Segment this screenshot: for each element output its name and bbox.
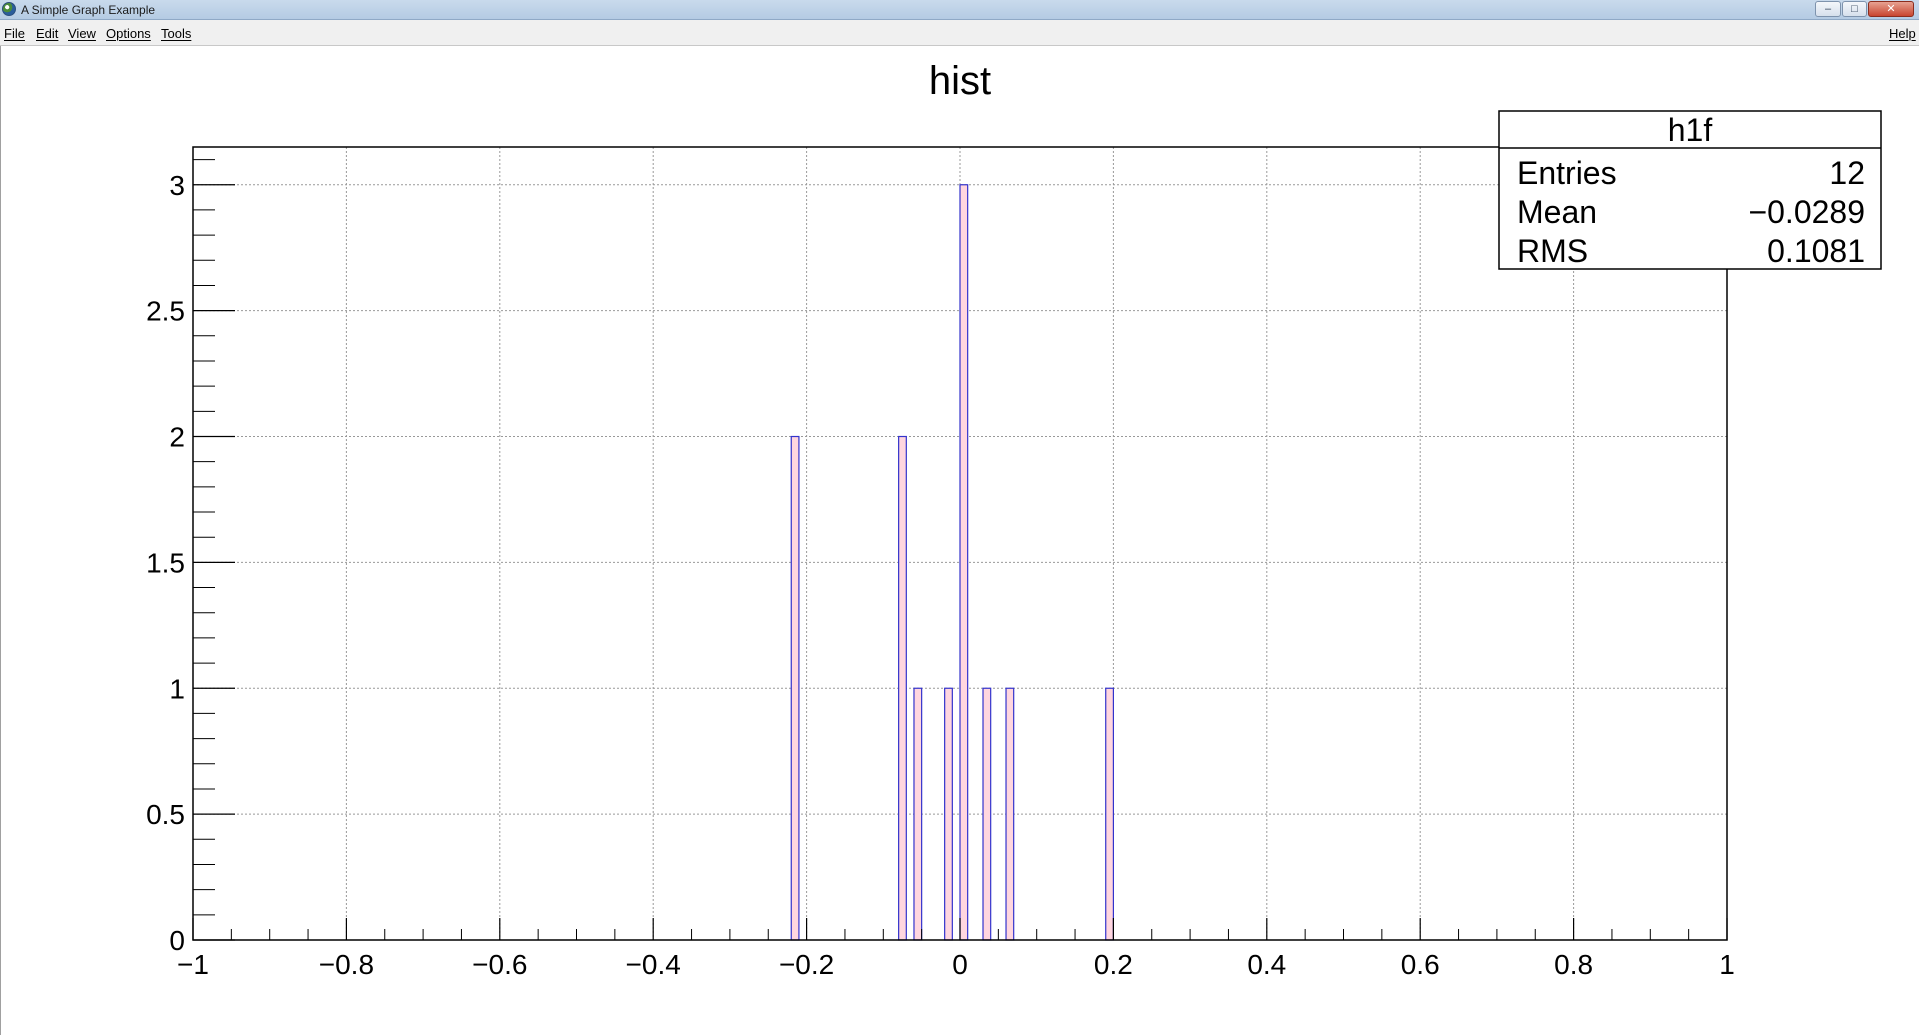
x-tick-label: −0.6 xyxy=(472,949,527,980)
menu-edit[interactable]: Edit xyxy=(36,26,59,41)
menu-options[interactable]: Options xyxy=(106,26,151,41)
histogram-chart[interactable]: −1 −0.8 −0.6 −0.4 −0.2 0 0.2 0.4 0.6 0.8 1 0 0.5 1 1.5… xyxy=(1,46,1918,1035)
x-tick-label: 0.8 xyxy=(1554,949,1593,980)
histogram-bar xyxy=(913,687,923,941)
x-tick-label: −0.4 xyxy=(626,949,681,980)
menu-file[interactable]: File xyxy=(4,26,25,41)
y-tick-label: 1 xyxy=(169,673,185,704)
y-tick-label: 2 xyxy=(169,422,185,453)
y-tick-label: 1.5 xyxy=(146,547,185,578)
histogram-bar xyxy=(944,687,953,941)
histogram-bar xyxy=(898,435,907,941)
x-tick-label: 0 xyxy=(952,949,968,980)
histogram-bar xyxy=(1105,687,1114,941)
stats-entries-label: Entries xyxy=(1517,155,1617,191)
stats-entries-value: 12 xyxy=(1829,155,1865,191)
window-titlebar: A Simple Graph Example – □ ✕ xyxy=(0,0,1919,20)
ticks-layer xyxy=(192,159,1728,941)
stats-box[interactable]: h1f Entries 12 Mean −0.0289 RMS 0.1081 xyxy=(1498,110,1882,270)
x-tick-label: −0.8 xyxy=(319,949,374,980)
stats-rms-label: RMS xyxy=(1517,233,1588,269)
x-tick-label: 0.6 xyxy=(1401,949,1440,980)
app-icon xyxy=(2,2,16,16)
stats-mean-label: Mean xyxy=(1517,194,1597,230)
x-tick-label: −1 xyxy=(177,949,209,980)
y-tick-label: 3 xyxy=(169,170,185,201)
histogram-bar xyxy=(959,184,969,941)
x-tick-label: 1 xyxy=(1719,949,1735,980)
close-button[interactable]: ✕ xyxy=(1868,1,1914,17)
x-tick-label: 0.2 xyxy=(1094,949,1133,980)
y-tick-label: 0.5 xyxy=(146,799,185,830)
y-tick-label: 0 xyxy=(169,925,185,956)
x-tick-label: 0.4 xyxy=(1247,949,1286,980)
menu-bar: File Edit View Options Tools Help xyxy=(0,20,1919,46)
y-tick-label: 2.5 xyxy=(146,296,185,327)
minimize-button[interactable]: – xyxy=(1815,1,1841,17)
menu-help[interactable]: Help xyxy=(1889,26,1916,41)
window-title: A Simple Graph Example xyxy=(21,3,156,17)
stats-rms-value: 0.1081 xyxy=(1767,233,1865,269)
maximize-button[interactable]: □ xyxy=(1842,1,1867,17)
stats-mean-value: −0.0289 xyxy=(1748,194,1865,230)
x-tick-label: −0.2 xyxy=(779,949,834,980)
histogram-bar xyxy=(790,435,800,941)
stats-name: h1f xyxy=(1668,112,1713,148)
chart-title: hist xyxy=(929,59,991,103)
menu-view[interactable]: View xyxy=(68,26,96,41)
labels-layer: −1 −0.8 −0.6 −0.4 −0.2 0 0.2 0.4 0.6 0.8 1 0 0.5 1 1.5… xyxy=(146,170,1735,980)
plot-canvas[interactable]: −1 −0.8 −0.6 −0.4 −0.2 0 0.2 0.4 0.6 0.8 1 0 0.5 1 1.5… xyxy=(0,46,1919,1035)
stats-box-frame xyxy=(1498,110,1882,270)
menu-tools[interactable]: Tools xyxy=(161,26,192,41)
histogram-bar xyxy=(982,687,992,941)
histogram-bar xyxy=(1005,687,1015,941)
